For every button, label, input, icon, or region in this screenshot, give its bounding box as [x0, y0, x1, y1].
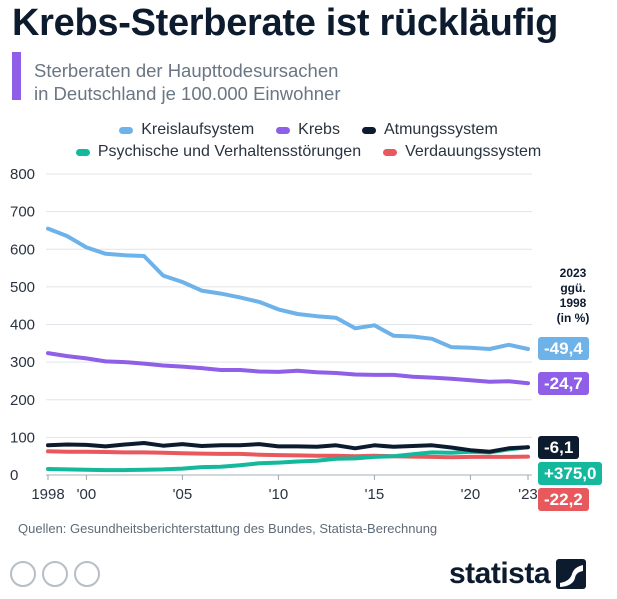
legend-row: Psychische und Verhaltensstörungen Verdau…	[0, 141, 617, 163]
legend-label: Kreislaufsystem	[141, 121, 255, 138]
series-line	[46, 445, 530, 473]
cc-icon[interactable]	[10, 561, 36, 587]
subtitle-line-2: in Deutschland je 100.000 Einwohner	[34, 83, 341, 104]
legend-label: Verdauungssystem	[405, 143, 542, 160]
change-header-line: 1998	[559, 296, 587, 310]
page-subtitle: Sterberaten der Haupttodesursachen in De…	[34, 59, 554, 105]
legend-swatch	[361, 126, 376, 134]
y-tick-label: 0	[10, 467, 18, 484]
legend-swatch	[119, 126, 134, 134]
legend-swatch	[276, 126, 291, 134]
legend-swatch	[75, 148, 90, 156]
x-tick-label: '00	[77, 486, 97, 503]
change-header-line: ggü.	[560, 281, 586, 295]
y-tick-label: 100	[10, 429, 35, 446]
legend-item: Kreislaufsystem	[119, 121, 254, 139]
series-line	[46, 449, 530, 460]
legend-swatch	[383, 148, 398, 156]
y-tick-label: 300	[10, 354, 35, 371]
x-tick-label: '20	[461, 486, 481, 503]
x-tick-label: '15	[365, 486, 385, 503]
source-note: Quellen: Gesundheitsberichterstattung de…	[18, 521, 438, 536]
change-badge: -24,7	[538, 371, 589, 395]
series-line	[46, 351, 530, 386]
series-line	[46, 226, 530, 351]
legend-label: Krebs	[298, 121, 340, 138]
brand-wordmark: statista	[449, 557, 551, 590]
y-tick-label: 700	[10, 204, 35, 221]
legend-item: Krebs	[276, 121, 340, 139]
page-title: Krebs-Sterberate ist rückläufig	[12, 2, 559, 44]
change-badge: -49,4	[538, 337, 589, 361]
x-tick-label: '05	[173, 486, 193, 503]
no-derivatives-icon[interactable]	[74, 561, 100, 587]
attribution-icon[interactable]	[42, 561, 68, 587]
change-header: 2023 ggü. 1998 (in %)	[542, 266, 604, 326]
change-badge: -6,1	[538, 435, 580, 459]
legend-label: Atmungssystem	[383, 121, 498, 138]
brand-logo[interactable]: statista	[449, 557, 587, 591]
x-tick-label: '10	[269, 486, 289, 503]
line-chart: 0 100 200 300 400 500 600 700 800 1998 '00 '05 '10 '1…	[10, 166, 538, 503]
change-header-line: 2023	[559, 266, 587, 280]
subtitle-line-1: Sterberaten der Haupttodesursachen	[34, 60, 339, 81]
legend-item: Atmungssystem	[361, 121, 498, 139]
legend-item: Psychische und Verhaltensstörungen	[75, 143, 362, 161]
x-tick-label: '23	[518, 486, 538, 503]
change-header-line: (in %)	[556, 311, 590, 325]
legend-label: Psychische und Verhaltensstörungen	[97, 143, 362, 160]
chart-legend: Kreislaufsystem Krebs Atmungssystem Psychi…	[0, 119, 617, 163]
y-tick-label: 500	[10, 279, 35, 296]
change-badge: +375,0	[538, 461, 603, 485]
y-tick-label: 600	[10, 241, 35, 258]
series-line	[46, 441, 530, 454]
legend-item: Verdauungssystem	[383, 143, 541, 161]
y-tick-label: 400	[10, 317, 35, 334]
y-tick-label: 200	[10, 392, 35, 409]
brand-icon	[556, 559, 587, 589]
license-icons	[10, 561, 100, 587]
title-accent-bar	[12, 52, 21, 100]
y-tick-label: 800	[10, 166, 35, 183]
x-tick-label: 1998	[31, 486, 64, 503]
change-badge: -22,2	[538, 487, 589, 511]
legend-row: Kreislaufsystem Krebs Atmungssystem	[0, 119, 617, 141]
